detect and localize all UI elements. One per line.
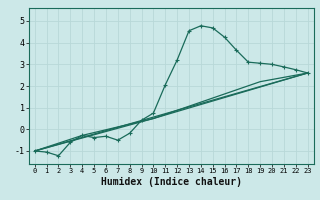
X-axis label: Humidex (Indice chaleur): Humidex (Indice chaleur)	[101, 177, 242, 187]
